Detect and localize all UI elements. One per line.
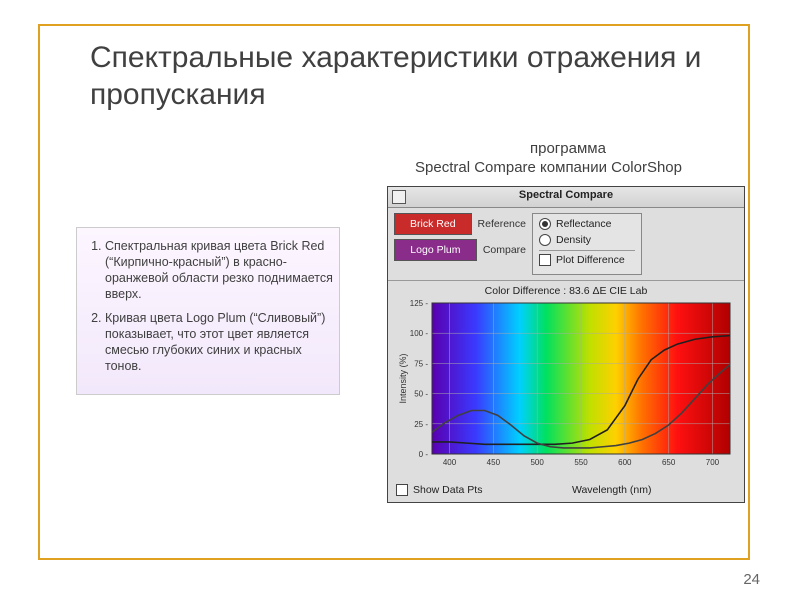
subtitle-line2: Spectral Compare компании ColorShop (415, 159, 745, 178)
radio-option[interactable]: Reflectance (539, 218, 635, 230)
svg-text:450: 450 (487, 458, 501, 467)
radio-label: Density (556, 234, 591, 246)
window-controls: Brick Red ReferenceLogo Plum Compare Refle… (388, 208, 744, 281)
svg-text:650: 650 (662, 458, 676, 467)
radio-option[interactable]: Density (539, 234, 635, 246)
slide-subtitle: программа Spectral Compare компании Colo… (415, 140, 745, 178)
chart: 0 - 25 - 50 - 75 - 100 - 125 - 400 450 500 550 600… (396, 299, 736, 474)
chart-title: Color Difference : 83.6 ΔE CIE Lab (396, 285, 736, 297)
slide-title: Спектральные характеристики отражения и … (90, 40, 720, 113)
list-item: Кривая цвета Logo Plum (“Сливовый”) пока… (105, 310, 333, 374)
svg-text:50 -: 50 - (414, 390, 428, 399)
list-item: Спектральная кривая цвета Brick Red (“Ки… (105, 238, 333, 302)
svg-text:25 -: 25 - (414, 420, 428, 429)
swatch-caption: Reference (478, 218, 526, 230)
chart-area: Color Difference : 83.6 ΔE CIE Lab 0 - 25… (388, 281, 744, 480)
radio-icon[interactable] (539, 234, 551, 246)
options-column: Reflectance Density Plot Difference (532, 213, 642, 275)
svg-text:Intensity (%): Intensity (%) (398, 353, 408, 403)
svg-text:700: 700 (706, 458, 720, 467)
svg-text:75 -: 75 - (414, 359, 428, 368)
svg-text:500: 500 (530, 458, 544, 467)
radio-icon[interactable] (539, 218, 551, 230)
page-number: 24 (743, 571, 760, 588)
radio-label: Reflectance (556, 218, 611, 230)
svg-text:125 -: 125 - (410, 299, 429, 308)
color-swatch[interactable]: Logo Plum (394, 239, 477, 261)
window-title: Spectral Compare (388, 189, 744, 201)
svg-text:0 -: 0 - (419, 450, 429, 459)
bottom-row: Show Data Pts Wavelength (nm) (388, 480, 744, 502)
swatch-column: Brick Red ReferenceLogo Plum Compare (394, 213, 526, 275)
plot-diff-label: Plot Difference (556, 254, 625, 266)
description-panel: Спектральная кривая цвета Brick Red (“Ки… (76, 227, 340, 395)
plot-diff-checkbox[interactable] (539, 254, 551, 266)
window-titlebar[interactable]: Spectral Compare (388, 187, 744, 208)
svg-text:550: 550 (574, 458, 588, 467)
color-swatch[interactable]: Brick Red (394, 213, 472, 235)
svg-text:400: 400 (443, 458, 457, 467)
svg-text:600: 600 (618, 458, 632, 467)
spectral-compare-window: Spectral Compare Brick RedReferenceLogo … (387, 186, 745, 503)
description-list: Спектральная кривая цвета Brick Red (“Ки… (83, 238, 333, 374)
swatch-caption: Compare (483, 244, 526, 256)
plot-diff-option[interactable]: Plot Difference (539, 254, 635, 266)
show-pts-label: Show Data Pts (413, 484, 482, 496)
subtitle-line1: программа (415, 140, 745, 159)
svg-text:100 -: 100 - (410, 329, 429, 338)
x-axis-label: Wavelength (nm) (487, 484, 736, 496)
slide: Спектральные характеристики отражения и … (0, 0, 800, 600)
swatch-row: Logo Plum Compare (394, 239, 526, 261)
show-pts-checkbox[interactable] (396, 484, 408, 496)
swatch-row: Brick Red Reference (394, 213, 526, 235)
